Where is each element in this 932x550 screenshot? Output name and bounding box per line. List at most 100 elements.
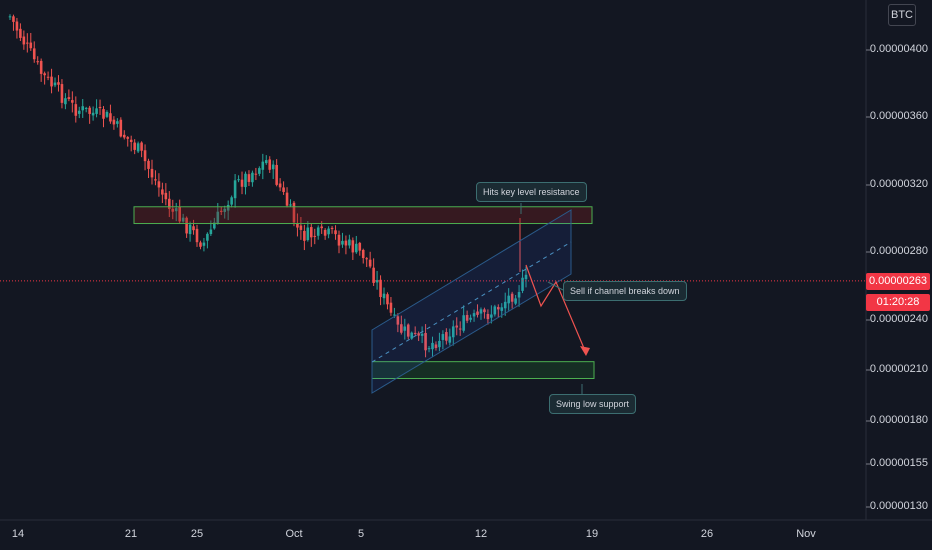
- candle-body: [213, 222, 216, 229]
- candle-body: [427, 348, 431, 350]
- candle-body: [26, 42, 29, 44]
- x-tick-label: 19: [585, 528, 599, 540]
- candle-body: [313, 235, 317, 237]
- candle-body: [510, 293, 514, 302]
- candle-body: [517, 292, 521, 298]
- candle-body: [451, 326, 455, 338]
- candle-body: [393, 314, 396, 316]
- resistance-note[interactable]: Hits key level resistance: [476, 182, 587, 202]
- candle-body: [122, 134, 126, 138]
- candle-body: [278, 183, 282, 188]
- candle-body: [226, 204, 230, 211]
- candle-body: [244, 173, 247, 188]
- candle-body: [29, 42, 33, 49]
- candle-body: [136, 143, 140, 152]
- candle-body: [344, 240, 348, 246]
- y-tick-label: 0.00000130: [869, 500, 928, 512]
- candle-body: [237, 179, 240, 181]
- support-note[interactable]: Swing low support: [549, 394, 637, 414]
- y-tick-label: 0.00000240: [869, 313, 928, 325]
- candle-body: [178, 206, 181, 222]
- candle-body: [476, 311, 479, 315]
- candle-body: [95, 108, 98, 114]
- candle-body: [275, 164, 278, 185]
- candle-body: [74, 104, 78, 116]
- candle-body: [143, 150, 147, 162]
- candle-body: [368, 259, 372, 267]
- candle-body: [500, 307, 504, 311]
- candle-body: [413, 332, 417, 334]
- candle-body: [206, 233, 209, 241]
- candle-body: [483, 309, 486, 313]
- last-price-badge: 0.00000263: [866, 273, 930, 290]
- candle-body: [258, 168, 261, 174]
- candle-body: [60, 84, 64, 103]
- candle-body: [247, 174, 251, 182]
- candle-body: [71, 100, 74, 103]
- candle-body: [43, 73, 46, 76]
- candle-body: [441, 334, 445, 340]
- candle-body: [88, 107, 91, 114]
- candle-body: [50, 76, 53, 87]
- y-tick-label: 0.00000400: [869, 43, 928, 55]
- candle-body: [251, 172, 254, 183]
- candle-body: [150, 168, 154, 178]
- candle-body: [403, 326, 407, 331]
- candle-body: [469, 317, 472, 320]
- candle-body: [400, 324, 403, 333]
- candle-body: [458, 328, 462, 330]
- candles: [8, 14, 528, 358]
- y-tick-label: 0.00000210: [869, 363, 928, 375]
- candle-body: [465, 314, 469, 321]
- candle-body: [81, 106, 85, 111]
- candle-body: [351, 240, 355, 253]
- candle-body: [507, 295, 510, 304]
- x-tick-label: Nov: [796, 528, 816, 540]
- candle-body: [168, 198, 171, 209]
- rising-channel: [371, 209, 572, 394]
- candle-body: [116, 121, 119, 124]
- candle-body: [147, 160, 150, 169]
- candle-body: [219, 210, 223, 212]
- candle-body: [39, 60, 43, 74]
- candle-body: [64, 98, 67, 105]
- currency-label[interactable]: BTC: [888, 4, 916, 26]
- sell-note[interactable]: Sell if channel breaks down: [563, 281, 687, 301]
- candle-body: [296, 223, 299, 228]
- candle-body: [316, 227, 320, 236]
- candle-body: [53, 82, 57, 86]
- candle-body: [271, 164, 275, 170]
- candle-body: [472, 313, 476, 317]
- candle-body: [355, 243, 358, 253]
- candle-body: [479, 309, 483, 314]
- candle-body: [195, 228, 199, 243]
- candle-body: [438, 340, 441, 348]
- candle-body: [496, 307, 500, 310]
- candle-body: [19, 28, 22, 38]
- candle-body: [445, 332, 448, 341]
- candle-body: [455, 325, 459, 328]
- candle-body: [490, 314, 493, 318]
- candle-body: [337, 234, 341, 246]
- candle-body: [358, 242, 362, 251]
- candle-body: [341, 240, 344, 245]
- candle-body: [140, 142, 143, 151]
- candle-body: [323, 229, 327, 236]
- candle-body: [112, 119, 116, 125]
- candle-body: [133, 142, 136, 150]
- candle-body: [330, 227, 334, 230]
- candle-body: [410, 332, 414, 339]
- y-tick-label: 0.00000360: [869, 110, 928, 122]
- candle-body: [386, 294, 389, 305]
- candle-body: [209, 229, 213, 235]
- candle-body: [230, 197, 233, 205]
- candle-body: [67, 97, 71, 100]
- candle-body: [396, 316, 400, 325]
- x-tick-label: 21: [124, 528, 138, 540]
- candle-body: [417, 333, 420, 336]
- candle-body: [420, 333, 424, 336]
- candle-body: [91, 112, 95, 116]
- candle-body: [57, 82, 60, 85]
- candle-body: [154, 179, 157, 181]
